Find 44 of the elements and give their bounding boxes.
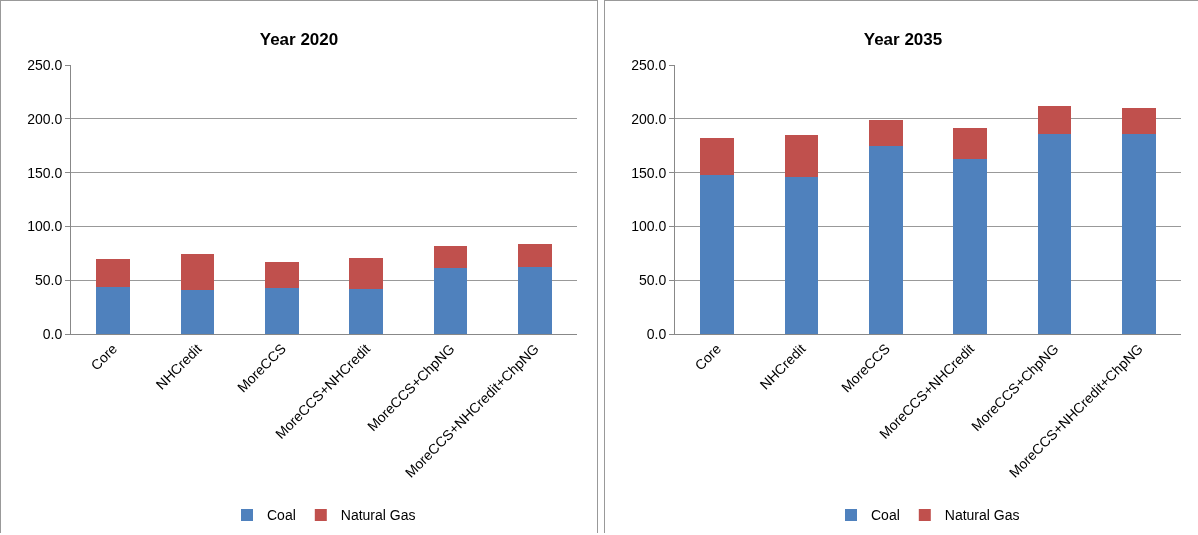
bar: [700, 138, 735, 175]
bar: [433, 245, 468, 269]
chart-title: Year 2020: [259, 29, 339, 49]
bar: [180, 289, 215, 334]
y-tick-label: 100.0: [631, 218, 667, 235]
bar: [517, 267, 552, 334]
y-tick-label: 250.0: [631, 56, 667, 73]
y-tick-label: 50.0: [34, 272, 63, 289]
legend-label: Coal: [871, 507, 900, 524]
bar: [349, 257, 384, 289]
legend-label: Natural Gas: [340, 507, 416, 524]
y-tick-label: 150.0: [27, 164, 63, 181]
y-tick-label: 200.0: [27, 110, 63, 127]
bar: [264, 287, 299, 334]
legend-label: Natural Gas: [944, 507, 1020, 524]
bar: [96, 258, 131, 287]
bar: [784, 134, 819, 177]
y-tick-label: 200.0: [631, 110, 667, 127]
legend-label: Coal: [267, 507, 296, 524]
y-tick-label: 0.0: [646, 325, 667, 342]
bar: [1121, 133, 1156, 334]
chart-title: Year 2035: [863, 29, 943, 49]
bar: [180, 254, 215, 290]
bar: [349, 288, 384, 334]
x-tick-label: Core: [87, 340, 121, 374]
bar: [868, 145, 903, 334]
bar: [433, 268, 468, 334]
x-tick-label: Core: [691, 340, 725, 374]
y-tick-label: 150.0: [631, 164, 667, 181]
y-tick-label: 250.0: [27, 56, 63, 73]
bar: [700, 174, 735, 334]
y-tick-label: 0.0: [42, 325, 63, 342]
bar: [1037, 133, 1072, 334]
bar: [1037, 105, 1072, 134]
bar: [517, 243, 552, 268]
bar: [868, 119, 903, 146]
bar: [784, 176, 819, 334]
bar: [953, 158, 988, 334]
bar: [1121, 108, 1156, 134]
bar: [96, 286, 131, 334]
y-tick-label: 100.0: [27, 218, 63, 235]
bar: [264, 261, 299, 288]
bar: [953, 128, 988, 159]
y-tick-label: 50.0: [638, 272, 667, 289]
